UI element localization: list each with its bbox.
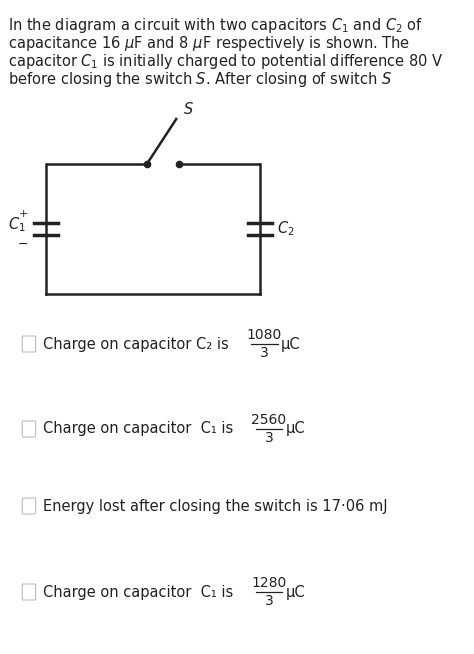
- Text: 3: 3: [264, 431, 273, 445]
- Text: 3: 3: [260, 346, 268, 360]
- FancyBboxPatch shape: [22, 421, 36, 437]
- Text: capacitance 16 $\mu$F and 8 $\mu$F respectively is shown. The: capacitance 16 $\mu$F and 8 $\mu$F respe…: [9, 34, 410, 53]
- Text: 2560: 2560: [251, 413, 287, 427]
- FancyBboxPatch shape: [22, 336, 36, 352]
- Text: $-$: $-$: [17, 237, 27, 250]
- FancyBboxPatch shape: [22, 584, 36, 600]
- Text: Energy lost after closing the switch is 17·06 mJ: Energy lost after closing the switch is …: [43, 498, 387, 513]
- Text: Charge on capacitor  C₁ is: Charge on capacitor C₁ is: [43, 421, 237, 436]
- Text: 3: 3: [264, 594, 273, 608]
- Text: capacitor $C_1$ is initially charged to potential difference 80 V: capacitor $C_1$ is initially charged to …: [9, 52, 444, 71]
- Text: $C_2$: $C_2$: [277, 220, 295, 238]
- Text: 1280: 1280: [251, 576, 287, 590]
- Text: In the diagram a circuit with two capacitors $C_1$ and $C_2$ of: In the diagram a circuit with two capaci…: [9, 16, 424, 35]
- Text: $+$: $+$: [18, 208, 27, 219]
- FancyBboxPatch shape: [22, 498, 36, 514]
- Text: 1080: 1080: [246, 328, 282, 342]
- Text: before closing the switch $S$. After closing of switch $S$: before closing the switch $S$. After clo…: [9, 70, 392, 89]
- Text: μC: μC: [281, 337, 301, 351]
- Text: Charge on capacitor  C₁ is: Charge on capacitor C₁ is: [43, 585, 237, 600]
- Text: $C_1$: $C_1$: [8, 216, 25, 234]
- Text: Charge on capacitor C₂ is: Charge on capacitor C₂ is: [43, 337, 233, 351]
- Text: μC: μC: [286, 421, 305, 436]
- Text: μC: μC: [286, 585, 305, 600]
- Text: $S$: $S$: [183, 101, 194, 117]
